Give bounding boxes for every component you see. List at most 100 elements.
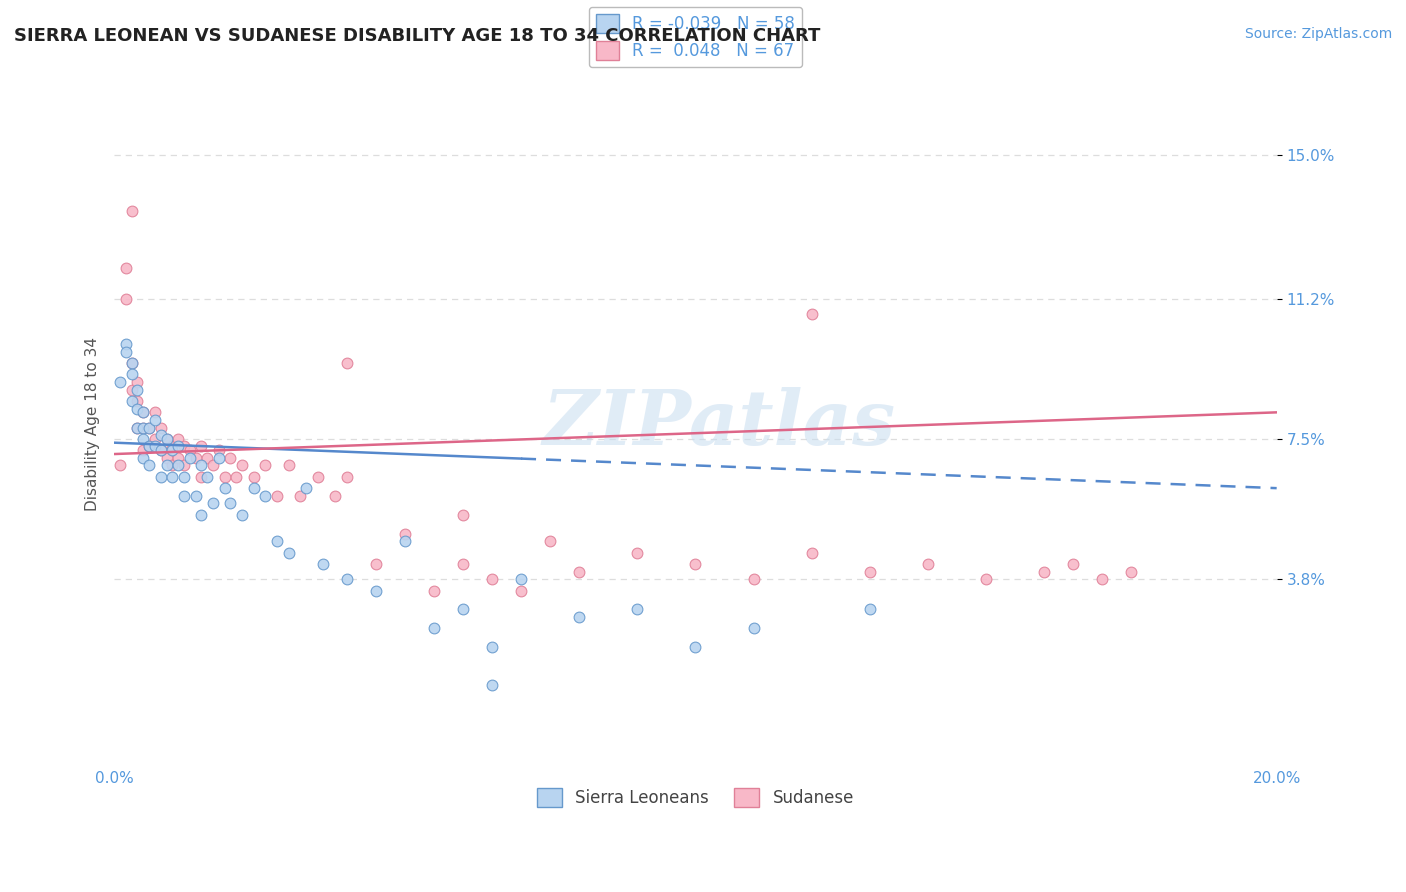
Point — [190, 440, 212, 454]
Point — [167, 440, 190, 454]
Point — [481, 640, 503, 655]
Point — [143, 432, 166, 446]
Point — [742, 572, 765, 586]
Point — [394, 526, 416, 541]
Point — [132, 405, 155, 419]
Point — [155, 432, 177, 446]
Point — [1062, 557, 1084, 571]
Point — [214, 481, 236, 495]
Point — [127, 401, 149, 416]
Point — [127, 394, 149, 409]
Point — [1033, 565, 1056, 579]
Point — [173, 440, 195, 454]
Point — [138, 440, 160, 454]
Point — [974, 572, 997, 586]
Point — [208, 450, 231, 465]
Point — [195, 470, 218, 484]
Point — [173, 489, 195, 503]
Point — [219, 450, 242, 465]
Point — [167, 458, 190, 473]
Point — [108, 458, 131, 473]
Point — [312, 557, 335, 571]
Text: Source: ZipAtlas.com: Source: ZipAtlas.com — [1244, 27, 1392, 41]
Point — [451, 508, 474, 522]
Point — [254, 458, 277, 473]
Point — [127, 383, 149, 397]
Point — [162, 440, 184, 454]
Point — [132, 420, 155, 434]
Point — [364, 583, 387, 598]
Point — [568, 565, 591, 579]
Point — [568, 610, 591, 624]
Point — [266, 489, 288, 503]
Point — [451, 557, 474, 571]
Point — [121, 356, 143, 370]
Point — [481, 678, 503, 692]
Point — [800, 546, 823, 560]
Point — [242, 481, 264, 495]
Point — [323, 489, 346, 503]
Point — [132, 405, 155, 419]
Point — [114, 337, 136, 351]
Point — [138, 420, 160, 434]
Point — [917, 557, 939, 571]
Point — [307, 470, 329, 484]
Point — [114, 292, 136, 306]
Point — [132, 443, 155, 458]
Point — [266, 534, 288, 549]
Point — [423, 621, 446, 635]
Point — [155, 450, 177, 465]
Point — [510, 572, 533, 586]
Text: ZIPatlas: ZIPatlas — [543, 387, 896, 461]
Point — [481, 572, 503, 586]
Point — [127, 420, 149, 434]
Point — [394, 534, 416, 549]
Point — [190, 508, 212, 522]
Point — [121, 383, 143, 397]
Point — [336, 470, 359, 484]
Point — [143, 405, 166, 419]
Point — [225, 470, 247, 484]
Point — [114, 344, 136, 359]
Point — [195, 450, 218, 465]
Point — [162, 458, 184, 473]
Point — [162, 443, 184, 458]
Point — [184, 489, 207, 503]
Point — [254, 489, 277, 503]
Point — [143, 440, 166, 454]
Point — [295, 481, 318, 495]
Legend: Sierra Leoneans, Sudanese: Sierra Leoneans, Sudanese — [530, 780, 860, 814]
Point — [190, 458, 212, 473]
Point — [1091, 572, 1114, 586]
Point — [219, 496, 242, 510]
Point — [242, 470, 264, 484]
Point — [143, 413, 166, 427]
Point — [179, 443, 201, 458]
Point — [742, 621, 765, 635]
Point — [149, 470, 172, 484]
Point — [138, 458, 160, 473]
Point — [132, 432, 155, 446]
Point — [108, 375, 131, 389]
Point — [451, 602, 474, 616]
Point — [127, 420, 149, 434]
Point — [132, 450, 155, 465]
Point — [201, 496, 224, 510]
Point — [190, 470, 212, 484]
Point — [208, 443, 231, 458]
Point — [184, 450, 207, 465]
Point — [138, 420, 160, 434]
Point — [173, 458, 195, 473]
Point — [127, 375, 149, 389]
Point — [179, 450, 201, 465]
Point — [231, 508, 253, 522]
Point — [114, 261, 136, 276]
Point — [290, 489, 312, 503]
Point — [626, 602, 648, 616]
Point — [1121, 565, 1143, 579]
Point — [510, 583, 533, 598]
Point — [277, 546, 299, 560]
Point — [423, 583, 446, 598]
Point — [167, 450, 190, 465]
Y-axis label: Disability Age 18 to 34: Disability Age 18 to 34 — [86, 336, 100, 511]
